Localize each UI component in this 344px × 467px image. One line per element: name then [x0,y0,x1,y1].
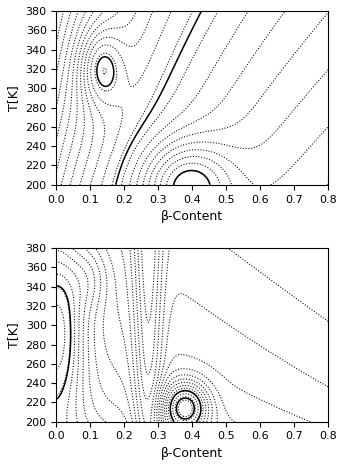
X-axis label: β-Content: β-Content [161,447,223,460]
Y-axis label: T[K]: T[K] [7,322,20,348]
X-axis label: β-Content: β-Content [161,210,223,223]
Y-axis label: T[K]: T[K] [7,85,20,111]
